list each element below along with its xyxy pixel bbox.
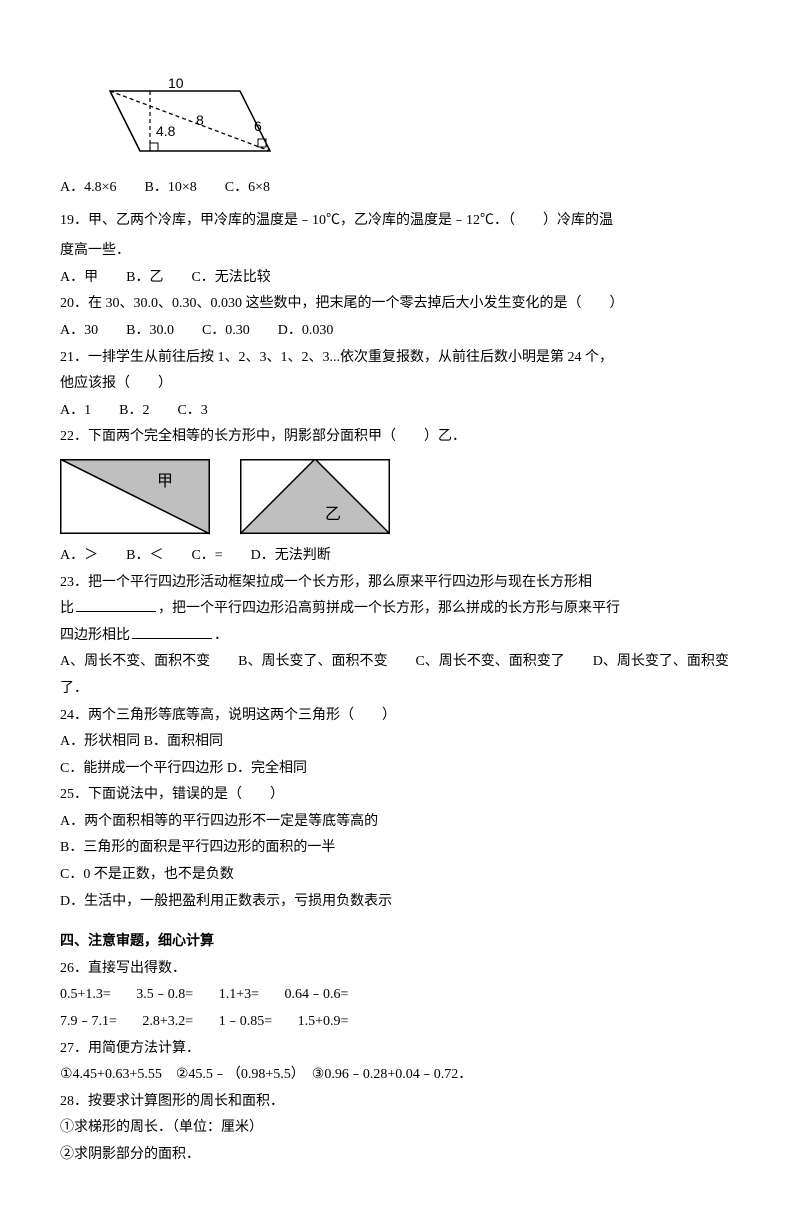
q24-opt-row1: A．形状相同 B．面积相同 xyxy=(60,729,733,756)
q20-options: A．30 B．30.0 C．0.30 D．0.030 xyxy=(60,318,733,345)
q21-text-b: 他应该报（ ） xyxy=(60,371,733,398)
right-angle-mark xyxy=(150,143,158,151)
q23-blank-2[interactable] xyxy=(132,623,212,638)
calc-1c: 1.1+3= xyxy=(219,982,259,1009)
q23-text-a: 23．把一个平行四边形活动框架拉成一个长方形，那么原来平行四边形与现在长方形相 xyxy=(60,570,733,597)
q24-opt-row2: C．能拼成一个平行四边形 D．完全相同 xyxy=(60,756,733,783)
label-6: 6 xyxy=(254,118,262,134)
q23-c-post: ． xyxy=(214,628,228,643)
rect-yi: 乙 xyxy=(240,459,390,537)
q21-options: A．1 B．2 C．3 xyxy=(60,398,733,425)
q23-blank-1[interactable] xyxy=(76,597,156,612)
q18-options: A．4.8×6 B．10×8 C．6×8 xyxy=(60,175,733,202)
label-10: 10 xyxy=(168,76,184,91)
calc-2c: 1﹣0.85= xyxy=(219,1009,272,1036)
shade-yi xyxy=(240,459,390,534)
q19-text-a: 19．甲、乙两个冷库，甲冷库的温度是﹣10℃，乙冷库的温度是﹣12℃．（ ）冷库… xyxy=(60,208,733,235)
diagonal-dash xyxy=(110,91,270,151)
q23-line-b: 比 ，把一个平行四边形沿高剪拼成一个长方形，那么拼成的长方形与原来平行 xyxy=(60,596,733,623)
q28-1: ①求梯形的周长．（单位：厘米） xyxy=(60,1115,733,1142)
calc-1d: 0.64﹣0.6= xyxy=(285,982,349,1009)
calc-1a: 0.5+1.3= xyxy=(60,982,111,1009)
q23-c-pre: 四边形相比 xyxy=(60,628,130,643)
q25-a: A．两个面积相等的平行四边形不一定是等底等高的 xyxy=(60,809,733,836)
q23-line-c: 四边形相比 ． xyxy=(60,623,733,650)
q19-options: A．甲 B．乙 C．无法比较 xyxy=(60,265,733,292)
q27-items: ①4.45+0.63+5.55 ②45.5﹣（0.98+5.5） ③0.96﹣0… xyxy=(60,1062,733,1089)
q21-text-a: 21．一排学生从前往后按 1、2、3、1、2、3...依次重复报数，从前往后数小… xyxy=(60,345,733,372)
q22-options: A．＞ B．＜ C．= D．无法判断 xyxy=(60,543,733,570)
calc-2b: 2.8+3.2= xyxy=(142,1009,193,1036)
left-side xyxy=(110,91,140,151)
q25-text: 25．下面说法中，错误的是（ ） xyxy=(60,782,733,809)
q23-options: A、周长不变、面积不变 B、周长变了、面积不变 C、周长不变、面积变了 D、周长… xyxy=(60,649,733,702)
section-4-title: 四、注意审题，细心计算 xyxy=(60,929,733,956)
q28-text: 28．按要求计算图形的周长和面积． xyxy=(60,1089,733,1116)
label-4-8: 4.8 xyxy=(156,123,176,139)
q26-text: 26．直接写出得数． xyxy=(60,956,733,983)
calc-2d: 1.5+0.9= xyxy=(298,1009,349,1036)
q26-row1: 0.5+1.3= 3.5﹣0.8= 1.1+3= 0.64﹣0.6= xyxy=(60,982,733,1009)
q24-text: 24．两个三角形等底等高，说明这两个三角形（ ） xyxy=(60,703,733,730)
label-yi: 乙 xyxy=(325,506,341,523)
q25-c: C．0 不是正数，也不是负数 xyxy=(60,862,733,889)
q27-text: 27．用简便方法计算． xyxy=(60,1036,733,1063)
q22-shapes: 甲 乙 xyxy=(60,459,733,537)
q23-b-post: ，把一个平行四边形沿高剪拼成一个长方形，那么拼成的长方形与原来平行 xyxy=(158,601,620,616)
parallelogram-diagram: 10 8 4.8 6 xyxy=(60,76,733,171)
label-8: 8 xyxy=(196,112,204,128)
rect-jia: 甲 xyxy=(60,459,210,537)
calc-2a: 7.9﹣7.1= xyxy=(60,1009,117,1036)
q22-text: 22．下面两个完全相等的长方形中，阴影部分面积甲（ ）乙． xyxy=(60,424,733,451)
q23-b-pre: 比 xyxy=(60,601,74,616)
q25-b: B．三角形的面积是平行四边形的面积的一半 xyxy=(60,835,733,862)
q28-2: ②求阴影部分的面积． xyxy=(60,1142,733,1169)
q25-d: D．生活中，一般把盈利用正数表示，亏损用负数表示 xyxy=(60,889,733,916)
q20-text: 20．在 30、30.0、0.30、0.030 这些数中，把末尾的一个零去掉后大… xyxy=(60,291,733,318)
calc-1b: 3.5﹣0.8= xyxy=(136,982,193,1009)
q19-text-b: 度高一些． xyxy=(60,238,733,265)
label-jia: 甲 xyxy=(157,473,173,490)
q26-row2: 7.9﹣7.1= 2.8+3.2= 1﹣0.85= 1.5+0.9= xyxy=(60,1009,733,1036)
